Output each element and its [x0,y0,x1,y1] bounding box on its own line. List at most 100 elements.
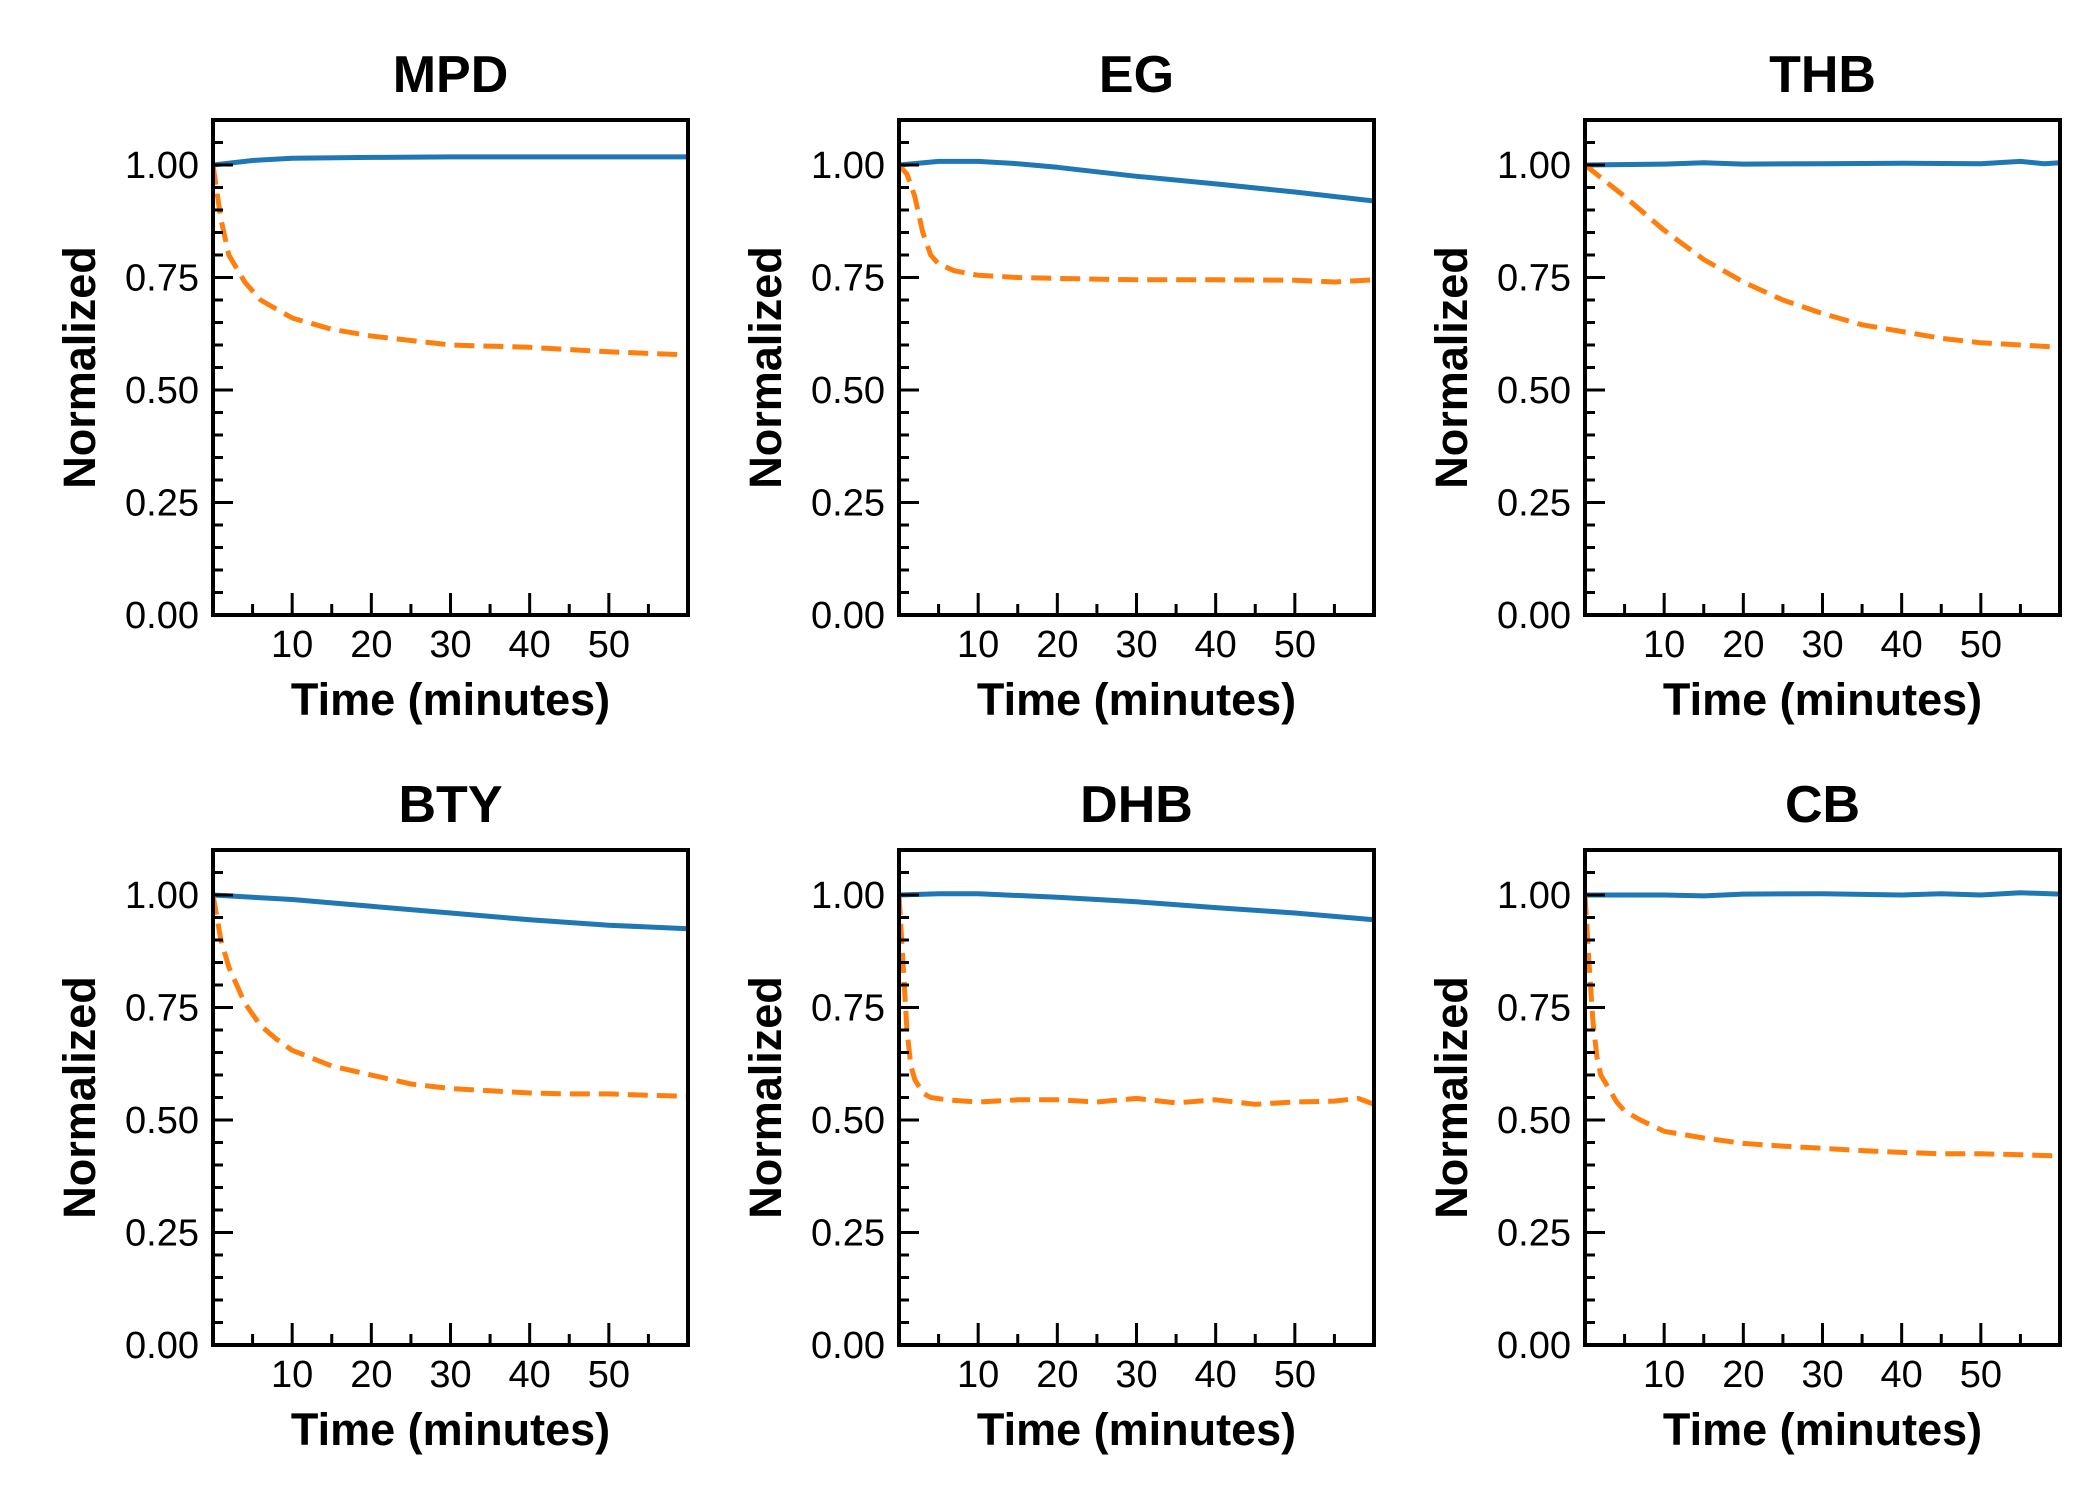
y-axis-label: Normalized [740,976,791,1219]
x-tick-label: 50 [1274,624,1316,666]
series-line-dashed [1585,163,2060,350]
y-axis-label: Normalized [54,976,105,1219]
y-tick-label: 1.00 [811,875,885,917]
y-tick-label: 0.75 [1497,988,1571,1030]
chart-panel-dhb: 0.00 0.25 0.50 0.75 1.00 10 20 30 40 50 DHB Time (m… [740,776,1376,1455]
y-tick-label: 0.25 [811,483,885,525]
series-line-solid [1585,890,2060,899]
panel-title: EG [1099,46,1174,104]
chart-panel-cb: 0.00 0.25 0.50 0.75 1.00 10 20 30 40 50 CB Time (mi… [1426,776,2062,1455]
x-tick-label: 20 [1722,624,1764,666]
panel-title: THB [1769,46,1876,104]
y-tick-label: 0.50 [1497,370,1571,412]
chart-panel-mpd: 0.00 0.25 0.50 0.75 1.00 10 20 30 40 50 MPD Time (m… [54,46,690,725]
x-tick-label: 50 [588,1354,630,1396]
y-tick-label: 0.00 [1497,1325,1571,1367]
panel-title: CB [1785,776,1860,834]
x-tick-label: 40 [509,624,551,666]
series-line-solid [1585,158,2060,168]
y-tick-label: 0.00 [1497,595,1571,637]
panel-title: DHB [1080,776,1193,834]
y-tick-label: 0.25 [125,483,199,525]
x-tick-label: 10 [271,624,313,666]
y-tick-label: 0.25 [125,1213,199,1255]
x-tick-label: 20 [1036,624,1078,666]
x-axis-label: Time (minutes) [1663,1404,1982,1455]
series-line-solid [213,154,688,168]
x-tick-label: 40 [1881,624,1923,666]
x-tick-label: 30 [1801,1354,1843,1396]
x-tick-label: 40 [509,1354,551,1396]
y-tick-label: 0.75 [811,988,885,1030]
series-line-dashed [899,163,1374,285]
x-tick-label: 30 [1801,624,1843,666]
y-tick-label: 0.75 [125,988,199,1030]
x-tick-label: 20 [1722,1354,1764,1396]
y-tick-label: 0.00 [125,595,199,637]
x-tick-label: 50 [588,624,630,666]
x-tick-label: 20 [350,1354,392,1396]
series-line-dashed [1585,894,2060,1159]
x-tick-label: 30 [429,1354,471,1396]
y-tick-label: 1.00 [1497,145,1571,187]
x-tick-label: 40 [1881,1354,1923,1396]
y-tick-label: 0.25 [1497,1213,1571,1255]
x-tick-label: 10 [271,1354,313,1396]
y-tick-label: 0.75 [1497,258,1571,300]
chart-panel-bty: 0.00 0.25 0.50 0.75 1.00 10 20 30 40 50 BTY Time (m… [54,776,690,1455]
chart-panel-thb: 0.00 0.25 0.50 0.75 1.00 10 20 30 40 50 THB Time (m… [1426,46,2062,725]
x-tick-label: 10 [1643,1354,1685,1396]
series-line-solid [899,891,1374,923]
y-axis-label: Normalized [1426,976,1477,1219]
plot-frame [1583,848,2062,1347]
series-line-solid [899,158,1374,204]
y-tick-label: 0.50 [125,1100,199,1142]
y-tick-label: 0.50 [1497,1100,1571,1142]
plot-frame [211,118,690,617]
y-tick-label: 0.00 [125,1325,199,1367]
y-tick-label: 1.00 [1497,875,1571,917]
series-line-dashed [213,164,688,358]
x-tick-label: 50 [1274,1354,1316,1396]
x-tick-label: 30 [429,624,471,666]
x-tick-label: 40 [1195,1354,1237,1396]
y-tick-label: 1.00 [811,145,885,187]
x-tick-label: 10 [1643,624,1685,666]
x-axis-label: Time (minutes) [977,1404,1296,1455]
y-tick-label: 0.75 [125,258,199,300]
y-tick-label: 0.25 [811,1213,885,1255]
x-tick-label: 30 [1115,624,1157,666]
y-tick-label: 0.00 [811,595,885,637]
y-axis-label: Normalized [54,246,105,489]
chart-panel-eg: 0.00 0.25 0.50 0.75 1.00 10 20 30 40 50 EG Time (mi… [740,46,1376,725]
y-axis-label: Normalized [1426,246,1477,489]
x-axis-label: Time (minutes) [291,674,610,725]
series-line-dashed [213,894,688,1099]
x-axis-label: Time (minutes) [1663,674,1982,725]
x-tick-label: 50 [1960,624,2002,666]
x-axis-label: Time (minutes) [977,674,1296,725]
x-tick-label: 20 [1036,1354,1078,1396]
x-tick-label: 10 [957,1354,999,1396]
x-tick-label: 30 [1115,1354,1157,1396]
x-tick-label: 40 [1195,624,1237,666]
y-tick-label: 1.00 [125,875,199,917]
y-tick-label: 0.50 [811,370,885,412]
y-tick-label: 0.25 [1497,483,1571,525]
x-tick-label: 20 [350,624,392,666]
series-line-solid [213,892,688,932]
panel-title: MPD [393,46,509,104]
x-tick-label: 50 [1960,1354,2002,1396]
y-tick-label: 0.50 [125,370,199,412]
y-tick-label: 0.75 [811,258,885,300]
y-tick-label: 0.50 [811,1100,885,1142]
y-axis-label: Normalized [740,246,791,489]
x-axis-label: Time (minutes) [291,1404,610,1455]
panel-title: BTY [399,776,503,834]
plot-frame [1583,118,2062,617]
x-tick-label: 10 [957,624,999,666]
y-tick-label: 1.00 [125,145,199,187]
y-tick-label: 0.00 [811,1325,885,1367]
series-line-dashed [899,894,1374,1107]
